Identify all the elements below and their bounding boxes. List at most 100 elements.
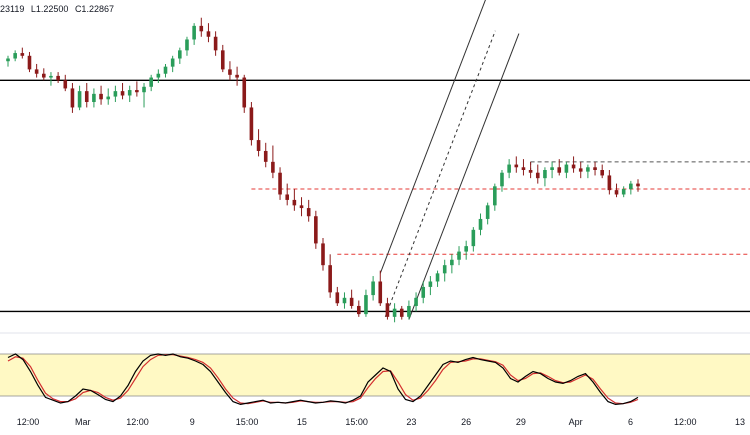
x-tick-label: 13 (735, 417, 745, 427)
candle-body (514, 164, 519, 168)
candle-body (586, 167, 590, 172)
candle-body (77, 91, 82, 108)
candle-body (543, 170, 547, 179)
candle-body (528, 170, 533, 173)
candle-body (364, 295, 368, 315)
channel-median-line (384, 30, 496, 318)
channel-lower-line (408, 33, 520, 320)
candle-body (84, 91, 89, 103)
candle-body (306, 208, 311, 217)
candle-body (629, 183, 633, 190)
candle-body (178, 50, 182, 59)
x-tick-label: 6 (628, 417, 633, 427)
candle-body (607, 175, 612, 191)
candle-body (142, 86, 146, 93)
candle-body (621, 189, 626, 195)
candle-body (636, 183, 640, 187)
candle-body (299, 205, 304, 209)
candle-body (450, 259, 454, 266)
candle-body (13, 53, 17, 59)
candle-body (407, 305, 411, 317)
candle-body (349, 297, 354, 306)
candle-body (342, 297, 347, 304)
candle-body (70, 88, 75, 108)
ohlc-close: C1.22867 (74, 4, 114, 14)
candle-body (256, 140, 261, 151)
x-tick-label: 26 (461, 417, 471, 427)
candle-body (478, 218, 483, 230)
candle-body (314, 216, 318, 244)
candle-body (278, 172, 282, 195)
candle-body (192, 25, 196, 40)
candle-body (378, 281, 383, 304)
candle-body (550, 167, 554, 170)
candle-body (213, 36, 218, 51)
x-tick-label: 15:00 (236, 417, 259, 427)
candle-body (392, 308, 397, 317)
candle-body (564, 164, 569, 173)
candle-body (457, 251, 461, 260)
stoch-k-line (7, 353, 639, 406)
candle-body (249, 107, 254, 141)
candle-body (335, 292, 340, 304)
x-tick-label: Mar (75, 417, 91, 427)
candle-body (535, 172, 540, 179)
candle-body (56, 75, 60, 81)
candle-body (199, 25, 204, 32)
candle-body (206, 31, 211, 37)
candle-body (106, 96, 111, 100)
candle-body (507, 164, 511, 173)
candle-body (163, 66, 168, 74)
x-tick-label: 15:00 (345, 417, 368, 427)
candle-body (228, 69, 232, 75)
ohlc-readout: 23119 L1.22500 C1.22867 (0, 4, 118, 14)
candle-body (399, 308, 404, 317)
candle-body (149, 77, 153, 87)
candle-body (321, 243, 325, 266)
candle-body (600, 170, 605, 176)
candle-body (571, 164, 576, 169)
ohlc-low: L1.22500 (30, 4, 69, 14)
candle-body (471, 229, 476, 247)
candle-body (185, 39, 189, 51)
candle-body (385, 303, 390, 317)
candle-body (6, 58, 10, 62)
candle-body (578, 168, 583, 172)
candle-body (593, 167, 597, 170)
candle-body (99, 93, 103, 100)
x-tick-label: 12:00 (126, 417, 149, 427)
candle-body (371, 281, 375, 296)
candle-body (120, 91, 125, 96)
x-tick-label: 15 (297, 417, 307, 427)
candle-body (242, 77, 247, 108)
x-tick-label: 12:00 (17, 417, 40, 427)
ohlc-high: 23119 (0, 4, 25, 14)
x-tick-label: Apr (569, 417, 583, 427)
candle-body (414, 297, 418, 306)
candle-body (442, 265, 447, 274)
candle-body (263, 150, 268, 162)
candle-body (464, 246, 468, 252)
candle-body (170, 58, 175, 67)
candle-body (63, 80, 68, 89)
candle-body (356, 305, 361, 315)
candle-body (328, 265, 332, 293)
candle-body (220, 50, 225, 70)
candle-body (135, 90, 139, 93)
candle-body (113, 91, 118, 97)
candle-body (34, 69, 39, 74)
candle-body (435, 273, 440, 282)
candle-body (521, 167, 526, 170)
candle-body (235, 74, 239, 78)
channel-upper-line (379, 0, 486, 274)
candle-body (292, 199, 297, 206)
candle-body (285, 194, 290, 200)
x-tick-label: 12:00 (674, 417, 697, 427)
candle-body (92, 93, 96, 103)
candle-body (127, 90, 132, 96)
candle-body (41, 73, 46, 78)
candle-body (557, 167, 562, 173)
candle-body (493, 186, 497, 206)
